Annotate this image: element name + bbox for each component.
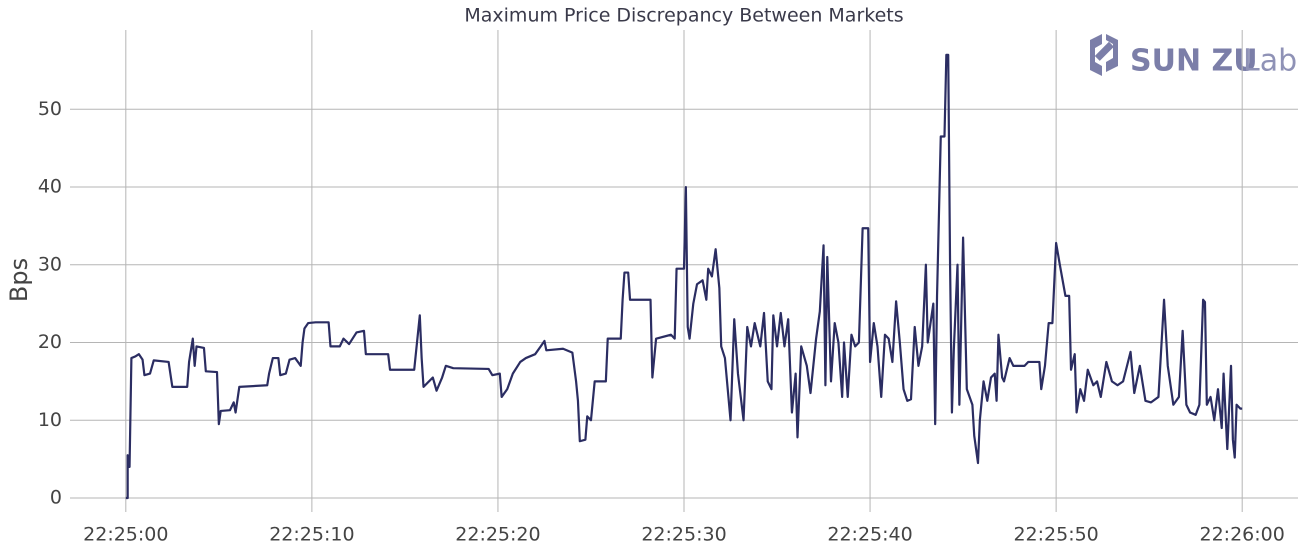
x-tick-label: 22:25:10 — [269, 524, 354, 546]
x-tick-label: 22:25:40 — [827, 524, 912, 546]
grid — [70, 30, 1298, 512]
logo-text: SUN ZU — [1130, 44, 1258, 79]
logo-text: Lab — [1243, 44, 1297, 79]
y-tick-label: 50 — [38, 98, 62, 120]
y-tick-label: 0 — [50, 487, 62, 509]
y-axis-label: Bps — [5, 258, 33, 302]
y-tick-label: 30 — [38, 253, 62, 275]
x-tick-label: 22:25:20 — [455, 524, 540, 546]
y-tick-label: 10 — [38, 409, 62, 431]
logo: SUN ZU Lab — [1090, 34, 1297, 79]
x-tick-label: 22:25:00 — [83, 524, 168, 546]
logo-icon — [1094, 41, 1114, 61]
x-tick-label: 22:25:50 — [1013, 524, 1098, 546]
x-tick-label: 22:25:30 — [641, 524, 726, 546]
logo-icon — [1090, 34, 1102, 76]
data-line — [125, 53, 1243, 500]
logo-icon — [1106, 34, 1118, 72]
y-tick-label: 20 — [38, 331, 62, 353]
y-tick-label: 40 — [38, 176, 62, 198]
chart-title: Maximum Price Discrepancy Between Market… — [464, 5, 903, 27]
x-tick-label: 22:26:00 — [1200, 524, 1285, 546]
